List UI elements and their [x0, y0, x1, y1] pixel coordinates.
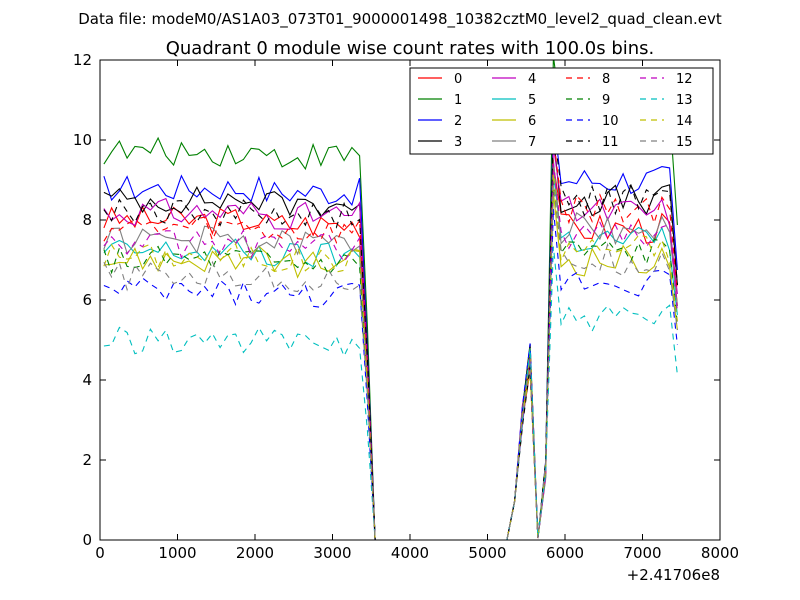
data-file-label: Data file: modeM0/AS1A03_073T01_90000014…: [78, 10, 722, 29]
legend-label-13: 13: [676, 93, 693, 108]
legend-label-15: 15: [676, 135, 693, 150]
x-tick-label: 3000: [313, 544, 351, 562]
series-line-4: [103, 145, 678, 540]
x-tick-label: 0: [95, 544, 105, 562]
series-line-2: [103, 115, 678, 540]
series-line-3: [103, 134, 678, 540]
series-line-13: [103, 246, 678, 540]
legend-label-0: 0: [454, 72, 462, 87]
chart-title: Quadrant 0 module wise count rates with …: [166, 38, 655, 59]
legend-label-5: 5: [528, 93, 536, 108]
x-offset-label: +2.41706e8: [627, 566, 720, 584]
series-line-15: [103, 184, 678, 540]
series-line-12: [103, 163, 678, 540]
x-tick-label: 4000: [391, 544, 429, 562]
legend-label-1: 1: [454, 93, 462, 108]
series-line-7: [103, 159, 678, 540]
x-tick-label: 6000: [546, 544, 584, 562]
legend-label-7: 7: [528, 135, 536, 150]
legend-box: [409, 67, 714, 155]
y-tick-labels: 0 2 4 6 8 10 12: [73, 51, 92, 549]
series-line-0: [103, 165, 678, 540]
y-tick-label: 10: [73, 131, 92, 149]
y-tick-label: 4: [82, 371, 92, 389]
x-tick-label: 5000: [468, 544, 506, 562]
x-tick-label: 2000: [236, 544, 274, 562]
series-line-14: [103, 173, 678, 540]
y-tick-label: 0: [82, 531, 92, 549]
y-tick-label: 2: [82, 451, 92, 469]
series-layer: [103, 60, 678, 540]
legend-label-6: 6: [528, 114, 536, 129]
legend-label-11: 11: [602, 135, 619, 150]
legend-label-10: 10: [602, 114, 619, 129]
plot-frame: [99, 59, 721, 541]
y-tick-label: 12: [73, 51, 92, 69]
series-line-10: [103, 208, 678, 540]
x-tick-label: 7000: [623, 544, 661, 562]
legend-label-14: 14: [676, 114, 693, 129]
legend-label-9: 9: [602, 93, 610, 108]
legend-label-4: 4: [528, 72, 536, 87]
series-line-11: [103, 128, 678, 540]
legend-label-8: 8: [602, 72, 610, 87]
x-tick-label: 1000: [158, 544, 196, 562]
legend-label-2: 2: [454, 114, 462, 129]
series-line-9: [103, 181, 678, 540]
y-tick-label: 8: [82, 211, 92, 229]
legend-label-3: 3: [454, 135, 462, 150]
series-line-6: [103, 192, 678, 540]
x-tick-label: 8000: [701, 544, 739, 562]
y-tick-label: 6: [82, 291, 92, 309]
x-tick-labels: 0 1000 2000 3000 4000 5000 6000 7000 8000: [95, 544, 739, 562]
series-line-8: [103, 138, 678, 540]
legend-label-12: 12: [676, 72, 693, 87]
